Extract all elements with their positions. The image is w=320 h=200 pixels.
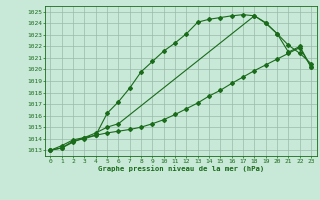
X-axis label: Graphe pression niveau de la mer (hPa): Graphe pression niveau de la mer (hPa) — [98, 165, 264, 172]
